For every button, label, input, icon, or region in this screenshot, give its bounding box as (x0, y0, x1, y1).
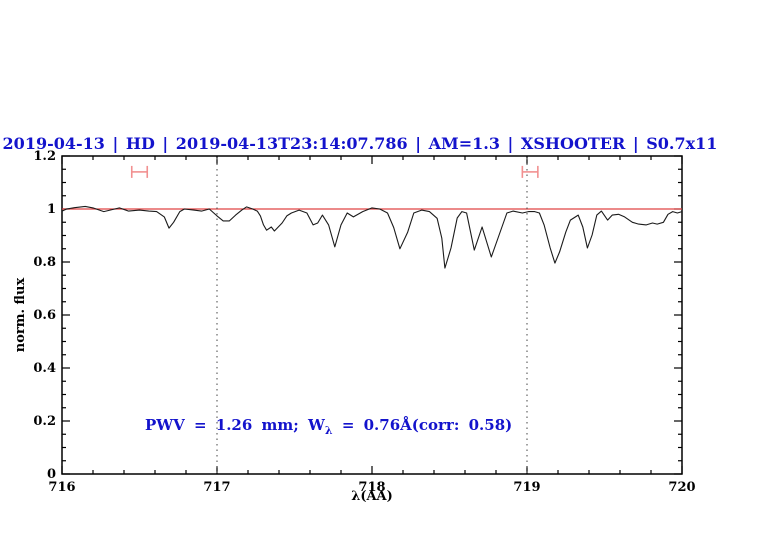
pwv-annotation: PWV = 1.26 mm; Wλ = 0.76Å(corr: 0.58) (145, 416, 512, 437)
plot-frame (61, 155, 683, 475)
annotation-lambda-subscript: λ (325, 424, 333, 437)
telluric-band-marker (521, 165, 539, 178)
x-tick-label: 720 (668, 480, 695, 495)
x-tick-label: 716 (48, 480, 75, 495)
plot-title: 2019-04-13 | HD | 2019-04-13T23:14:07.78… (3, 134, 718, 153)
x-axis-label: λ(AA) (351, 489, 393, 504)
y-axis-label: norm. flux (13, 278, 28, 353)
y-tick-label: 0.4 (33, 361, 56, 376)
annotation-part1: PWV = 1.26 mm; W (145, 416, 326, 434)
y-tick-label: 0 (47, 467, 56, 482)
y-tick-label: 0.8 (33, 255, 56, 270)
axis-tick-labels: 716 717 718 719 720 0 0.2 0.4 0.6 0.8 1 1.2 (33, 149, 695, 495)
x-tick-label: 718 (358, 480, 385, 495)
y-tick-label: 1 (47, 202, 56, 217)
annotation-part2: = 0.76Å(corr: 0.58) (333, 416, 513, 434)
telluric-band-markers (130, 165, 539, 178)
spectrum-line (61, 205, 683, 269)
x-tick-label: 719 (513, 480, 540, 495)
y-tick-label: 1.2 (33, 149, 56, 164)
y-tick-label: 0.2 (33, 414, 56, 429)
telluric-band-marker (130, 165, 149, 178)
x-tick-label: 717 (203, 480, 230, 495)
y-tick-label: 0.6 (33, 308, 56, 323)
